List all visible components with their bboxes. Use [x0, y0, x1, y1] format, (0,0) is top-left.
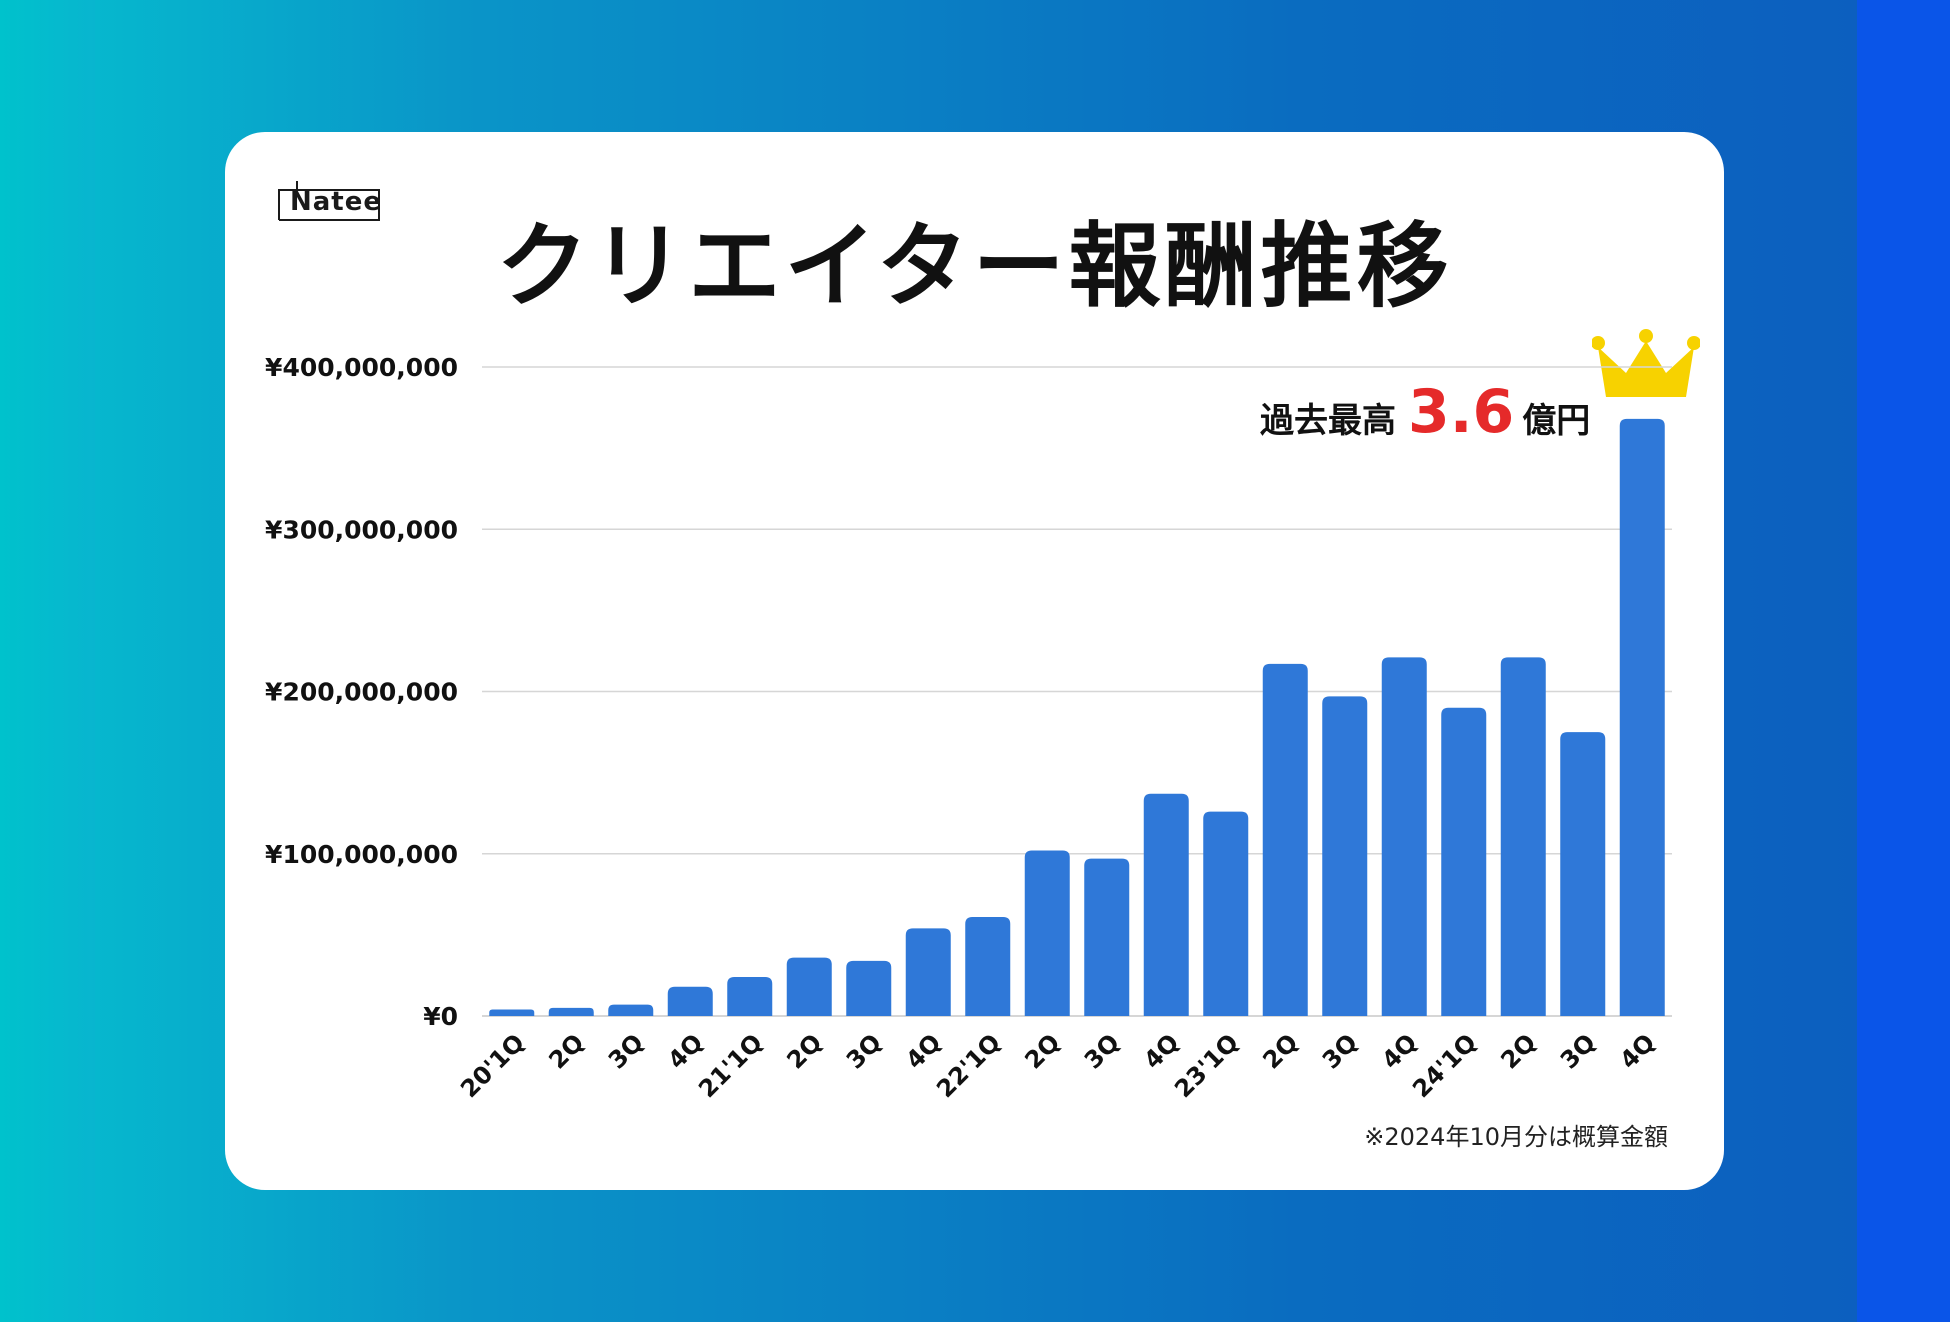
crown-icon	[1592, 329, 1700, 397]
bar-9	[1024, 850, 1070, 1016]
x-tick-label: 4Q	[1614, 1028, 1660, 1074]
bar-10	[1084, 858, 1130, 1016]
logo-house-outline	[278, 181, 380, 221]
bar-17	[1500, 657, 1546, 1016]
natee-logo: Natee	[277, 180, 381, 222]
footnote: ※2024年10月分は概算金額	[1364, 1123, 1668, 1151]
bar-19	[1619, 418, 1665, 1016]
x-tick-label: 4Q	[1376, 1028, 1422, 1074]
x-tick-label: 2Q	[1495, 1028, 1541, 1074]
y-tick-label: ¥100,000,000	[265, 840, 458, 869]
chart-title: クリエイター報酬推移	[496, 213, 1453, 320]
peak-unit: 億円	[1522, 401, 1591, 441]
x-tick-label: 4Q	[662, 1028, 708, 1074]
y-tick-label: ¥0	[423, 1002, 458, 1031]
bar-7	[905, 928, 951, 1016]
x-tick-label: 2Q	[1257, 1028, 1303, 1074]
x-tick-label: 2Q	[1019, 1028, 1065, 1074]
x-tick-label: 3Q	[1317, 1028, 1363, 1074]
x-tick-label: 3Q	[603, 1028, 649, 1074]
x-tick-label: 24'1Q	[1407, 1028, 1482, 1103]
peak-prefix: 過去最高	[1260, 401, 1396, 441]
x-tick-label: 3Q	[1079, 1028, 1125, 1074]
peak-value: 3.6	[1408, 377, 1515, 447]
logo-text: Natee	[290, 187, 383, 217]
bar-14	[1322, 696, 1368, 1016]
background-left-band	[0, 0, 95, 1322]
x-tick-label: 3Q	[1555, 1028, 1601, 1074]
bar-11	[1143, 793, 1189, 1016]
x-tick-label: 2Q	[781, 1028, 827, 1074]
bar-2	[608, 1004, 654, 1016]
peak-annotation: 過去最高 3.6 億円	[1260, 377, 1590, 447]
x-tick-label: 23'1Q	[1169, 1028, 1244, 1103]
y-tick-label: ¥400,000,000	[265, 353, 458, 382]
bar-6	[846, 960, 892, 1016]
x-tick-label: 2Q	[543, 1028, 589, 1074]
bar-5	[786, 957, 832, 1016]
bar-8	[965, 917, 1011, 1016]
x-tick-label: 20'1Q	[455, 1028, 530, 1103]
y-tick-label: ¥200,000,000	[265, 678, 458, 707]
bar-1	[548, 1007, 594, 1016]
x-tick-label: 4Q	[1138, 1028, 1184, 1074]
x-tick-label: 3Q	[841, 1028, 887, 1074]
bar-4	[727, 977, 773, 1016]
bar-3	[667, 986, 713, 1016]
x-tick-label: 4Q	[900, 1028, 946, 1074]
bar-18	[1560, 732, 1606, 1016]
bar-13	[1262, 663, 1308, 1016]
x-tick-label: 22'1Q	[931, 1028, 1006, 1103]
bar-16	[1441, 707, 1487, 1016]
x-tick-label: 21'1Q	[693, 1028, 768, 1103]
y-tick-label: ¥300,000,000	[265, 515, 458, 544]
bar-0	[489, 1009, 535, 1016]
bar-15	[1381, 657, 1427, 1016]
bar-12	[1203, 811, 1249, 1016]
